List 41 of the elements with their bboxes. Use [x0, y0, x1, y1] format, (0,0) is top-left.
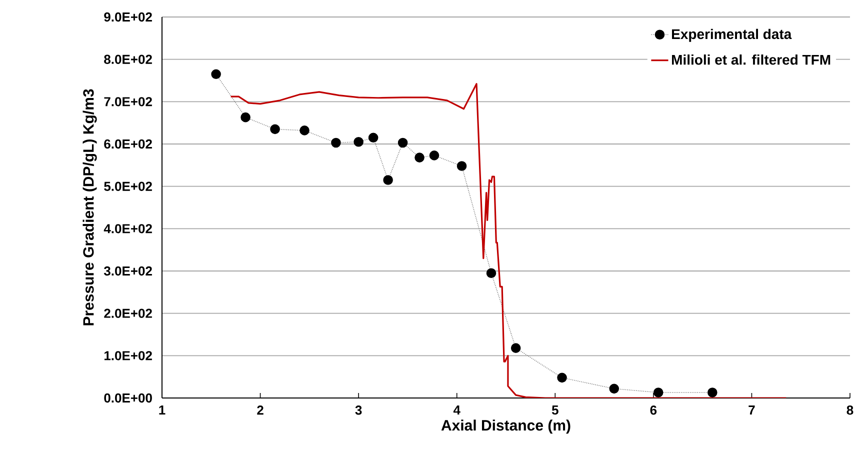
- x-tick-label: 6: [650, 406, 657, 415]
- point: [708, 388, 718, 398]
- point: [368, 132, 378, 143]
- point: [429, 150, 440, 160]
- y-tick-label: 3.0E+02: [104, 266, 152, 276]
- x-tick-label: 4: [453, 406, 460, 414]
- y-tick-label: 2.0E+02: [104, 308, 152, 318]
- point: [456, 161, 467, 171]
- x-tick-label: 7: [748, 406, 755, 414]
- point: [557, 372, 567, 383]
- point: [653, 388, 664, 398]
- point: [609, 384, 620, 394]
- point: [300, 126, 310, 136]
- point: [414, 152, 424, 162]
- x-tick-label: 3: [355, 406, 362, 415]
- x-tick-label: 1: [159, 406, 166, 414]
- x-tick-label: 2: [257, 406, 264, 415]
- y-tick-label: 0.0E+00: [104, 393, 152, 403]
- x-axis-title: Axial Distance (m): [441, 420, 570, 434]
- point: [383, 175, 393, 185]
- y-tick-label: 8.0E+02: [104, 54, 152, 64]
- y-axis-title: Pressure Gradient (DP/gL) Kg/m3: [82, 89, 97, 326]
- point: [240, 112, 250, 122]
- point: [354, 136, 364, 147]
- y-tick-label: 1.0E+02: [104, 351, 152, 360]
- y-tick-label: 4.0E+02: [104, 224, 152, 234]
- y-tick-label: 6.0E+02: [104, 139, 152, 149]
- y-tick-label: 9.0E+02: [104, 12, 152, 22]
- legend-label: Milioli et al. filtered TFM: [672, 54, 830, 65]
- point: [331, 138, 341, 148]
- x-tick-label: 5: [552, 406, 558, 415]
- y-tick-label: 5.0E+02: [104, 182, 152, 191]
- point: [510, 343, 521, 353]
- point: [270, 124, 280, 134]
- point: [398, 138, 408, 148]
- point: [211, 69, 221, 80]
- legend-label: Experimental data: [672, 28, 792, 42]
- point: [486, 268, 496, 278]
- line-series: [230, 83, 787, 398]
- x-tick-label: 8: [846, 406, 854, 415]
- y-tick-label: 7.0E+02: [104, 97, 152, 106]
